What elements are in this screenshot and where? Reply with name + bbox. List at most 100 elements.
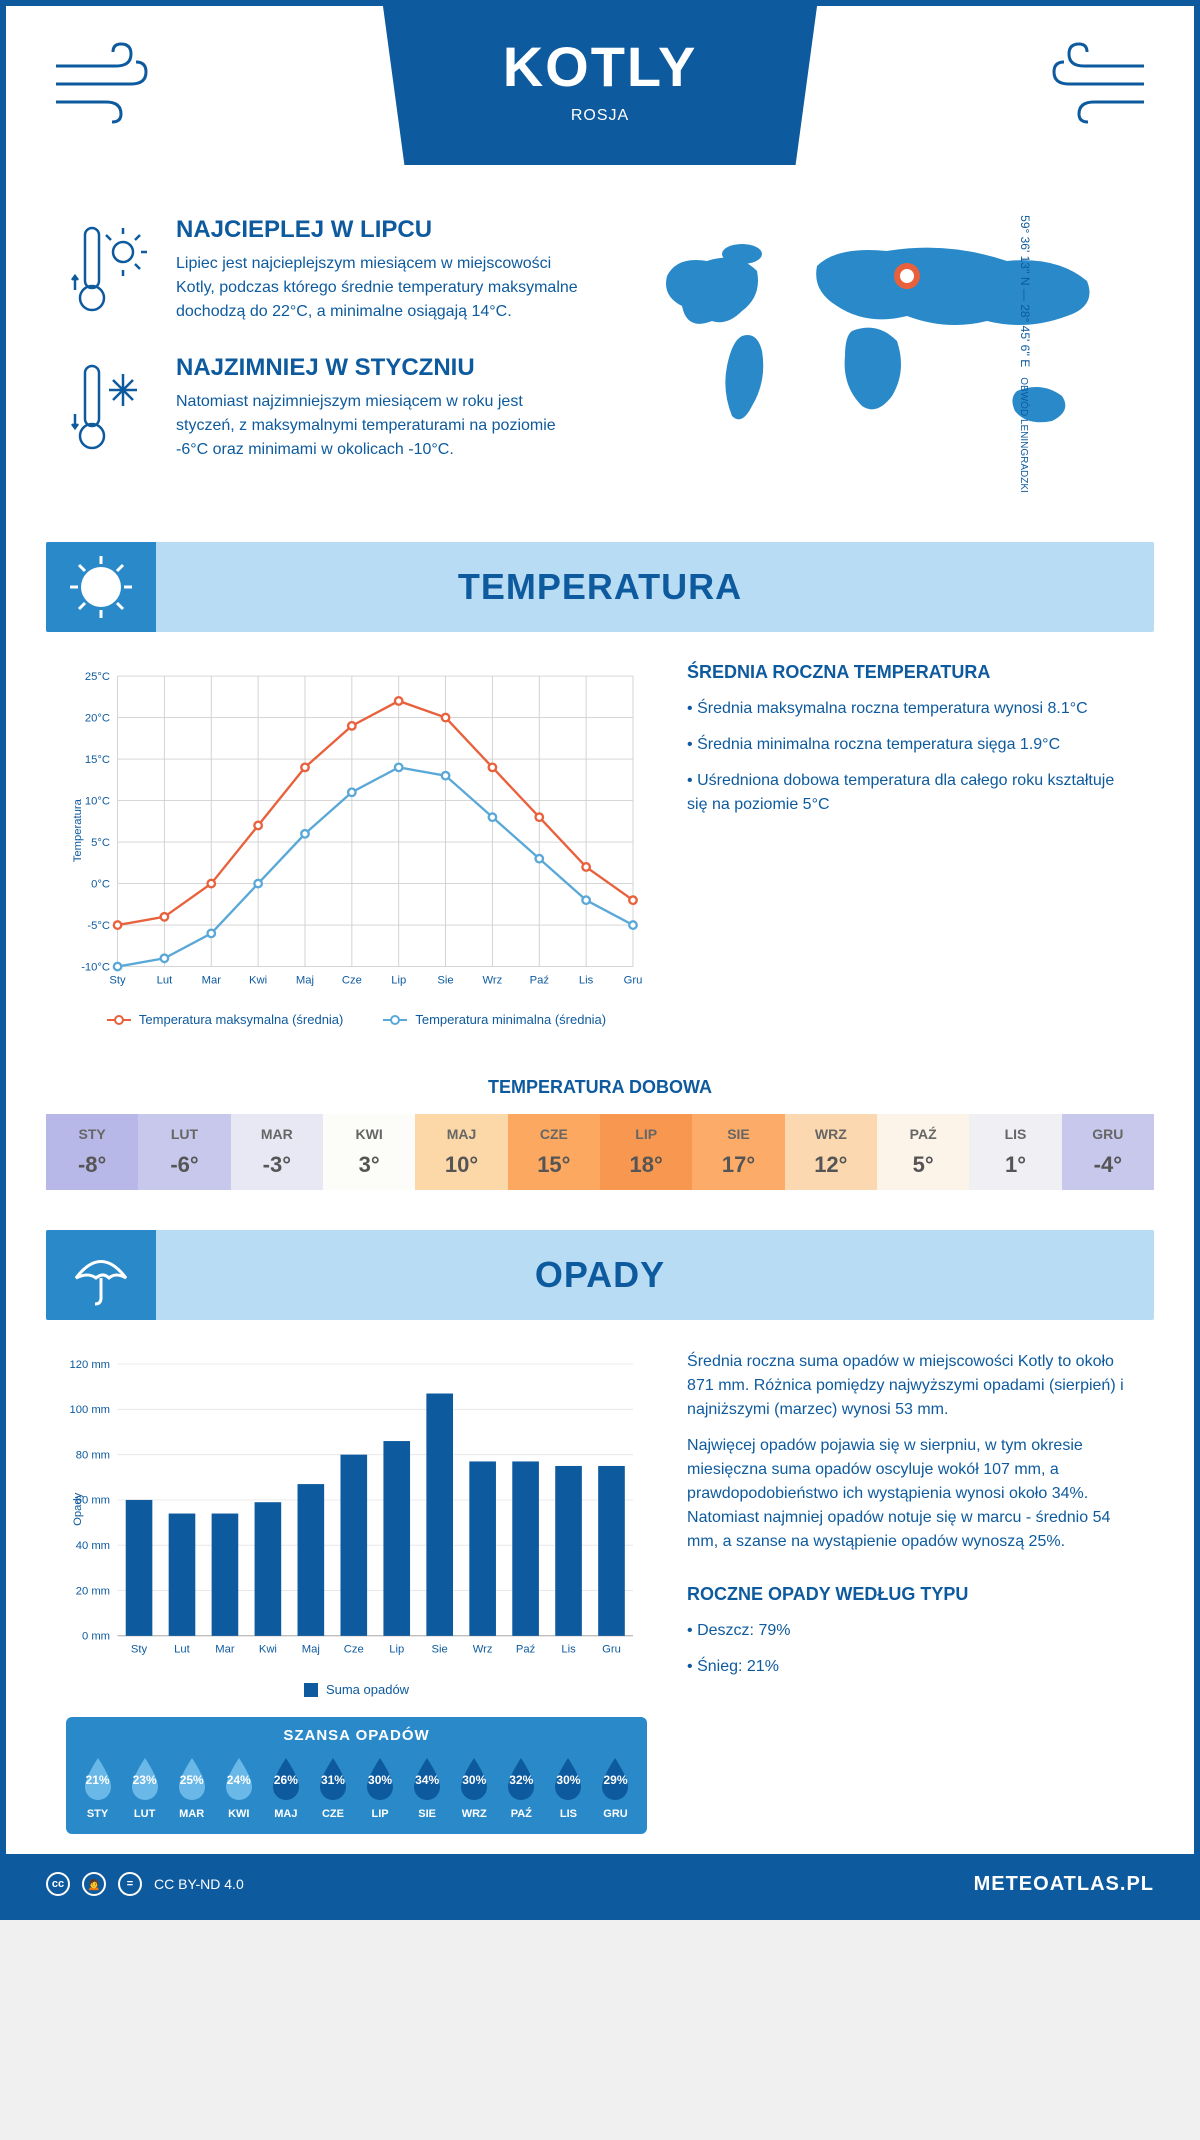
drop-cell: 26%MAJ [264,1754,307,1820]
svg-text:Mar: Mar [215,1644,235,1656]
daily-cell: KWI3° [323,1114,415,1190]
drop-cell: 24%KWI [217,1754,260,1820]
svg-text:Paź: Paź [530,974,550,986]
temp-summary-title: ŚREDNIA ROCZNA TEMPERATURA [687,662,1134,683]
svg-text:Lut: Lut [174,1644,190,1656]
svg-text:Lis: Lis [561,1644,576,1656]
daily-cell: GRU-4° [1062,1114,1154,1190]
temperature-banner: TEMPERATURA [46,542,1154,632]
daily-cell: CZE15° [508,1114,600,1190]
daily-cell: WRZ12° [785,1114,877,1190]
svg-text:100 mm: 100 mm [69,1404,110,1416]
svg-text:Sty: Sty [131,1644,148,1656]
sun-icon [46,542,156,632]
cc-icon: cc [46,1872,70,1896]
temp-bullet: • Średnia maksymalna roczna temperatura … [687,697,1134,721]
coldest-block: NAJZIMNIEJ W STYCZNIU Natomiast najzimni… [66,354,580,462]
thermometer-snow-icon [66,354,156,462]
coordinates: 59° 36' 13'' N — 28° 45' 6'' E OBWÓD LEN… [1018,215,1032,493]
drop-cell: 23%LUT [123,1754,166,1820]
daily-cell: STY-8° [46,1114,138,1190]
world-map-icon [620,216,1134,456]
drop-cell: 31%CZE [311,1754,354,1820]
coldest-text: NAJZIMNIEJ W STYCZNIU Natomiast najzimni… [176,354,580,462]
svg-text:Wrz: Wrz [483,974,503,986]
title-ribbon: KOTLY ROSJA [383,4,818,165]
daily-cell: MAR-3° [231,1114,323,1190]
svg-text:Gru: Gru [602,1644,621,1656]
drop-cell: 32%PAŹ [500,1754,543,1820]
svg-text:Maj: Maj [302,1644,320,1656]
country-name: ROSJA [503,107,698,125]
daily-cell: LIS1° [969,1114,1061,1190]
drop-cell: 25%MAR [170,1754,213,1820]
precip-legend-label: Suma opadów [326,1682,409,1697]
svg-text:-5°C: -5°C [87,920,110,932]
precip-row: 0 mm20 mm40 mm60 mm80 mm100 mm120 mmStyL… [6,1350,1194,1854]
footer: cc 🙍 = CC BY-ND 4.0 METEOATLAS.PL [6,1854,1194,1914]
section-title: TEMPERATURA [458,566,742,608]
umbrella-icon [46,1230,156,1320]
daily-temp-title: TEMPERATURA DOBOWA [6,1077,1194,1098]
location-marker-icon [897,266,917,286]
svg-text:Sty: Sty [109,974,126,986]
svg-text:Temperatura: Temperatura [72,798,84,862]
warmest-block: NAJCIEPLEJ W LIPCU Lipiec jest najcieple… [66,216,580,324]
svg-text:Wrz: Wrz [473,1644,493,1656]
svg-text:120 mm: 120 mm [69,1359,110,1371]
svg-text:0°C: 0°C [91,878,110,890]
section-title: OPADY [535,1254,665,1296]
site-name: METEOATLAS.PL [974,1873,1154,1896]
svg-text:Lip: Lip [389,1644,404,1656]
coldest-desc: Natomiast najzimniejszym miesiącem w rok… [176,390,580,462]
license-text: CC BY-ND 4.0 [154,1876,244,1892]
drop-cell: 29%GRU [594,1754,637,1820]
license-block: cc 🙍 = CC BY-ND 4.0 [46,1872,244,1896]
drop-cell: 34%SIE [406,1754,449,1820]
precip-type-title: ROCZNE OPADY WEDŁUG TYPU [687,1584,1134,1605]
drop-cell: 21%STY [76,1754,119,1820]
daily-cell: MAJ10° [415,1114,507,1190]
svg-text:-10°C: -10°C [81,961,110,973]
daily-temp-grid: STY-8°LUT-6°MAR-3°KWI3°MAJ10°CZE15°LIP18… [46,1114,1154,1190]
svg-text:Lut: Lut [157,974,173,986]
wind-icon [46,36,166,142]
precip-p2: Najwięcej opadów pojawia się w sierpniu,… [687,1434,1134,1554]
svg-text:Kwi: Kwi [249,974,267,986]
precip-p1: Średnia roczna suma opadów w miejscowośc… [687,1350,1134,1422]
daily-cell: LUT-6° [138,1114,230,1190]
precip-legend: Suma opadów [66,1682,647,1697]
temp-summary: ŚREDNIA ROCZNA TEMPERATURA • Średnia mak… [687,662,1134,1027]
nd-icon: = [118,1872,142,1896]
drop-cell: 30%WRZ [453,1754,496,1820]
warmest-text: NAJCIEPLEJ W LIPCU Lipiec jest najcieple… [176,216,580,324]
svg-text:Sie: Sie [432,1644,448,1656]
page: KOTLY ROSJA N [0,0,1200,1920]
svg-text:Lip: Lip [391,974,406,986]
rain-chance-title: SZANSA OPADÓW [66,1727,647,1744]
by-icon: 🙍 [82,1872,106,1896]
header: KOTLY ROSJA [6,6,1194,196]
drop-cell: 30%LIP [359,1754,402,1820]
svg-text:Opady: Opady [72,1493,84,1526]
precip-type-snow: • Śnieg: 21% [687,1655,1134,1679]
temperature-row: -10°C-5°C0°C5°C10°C15°C20°C25°CStyLutMar… [6,662,1194,1047]
daily-cell: PAŹ5° [877,1114,969,1190]
svg-text:Cze: Cze [344,1644,364,1656]
svg-text:25°C: 25°C [85,671,110,683]
svg-text:10°C: 10°C [85,795,110,807]
svg-text:0 mm: 0 mm [82,1631,110,1643]
svg-text:5°C: 5°C [91,837,110,849]
warmest-title: NAJCIEPLEJ W LIPCU [176,216,580,244]
drop-cell: 30%LIS [547,1754,590,1820]
rain-drops-row: 21%STY23%LUT25%MAR24%KWI26%MAJ31%CZE30%L… [66,1754,647,1820]
precip-summary: Średnia roczna suma opadów w miejscowośc… [687,1350,1134,1834]
temp-bullet: • Uśredniona dobowa temperatura dla całe… [687,769,1134,817]
wind-icon [1034,36,1154,142]
precip-chart: 0 mm20 mm40 mm60 mm80 mm100 mm120 mmStyL… [66,1350,647,1669]
svg-text:20 mm: 20 mm [76,1586,110,1598]
info-row: NAJCIEPLEJ W LIPCU Lipiec jest najcieple… [6,196,1194,532]
legend-min: Temperatura minimalna (średnia) [415,1012,606,1027]
map-block: 59° 36' 13'' N — 28° 45' 6'' E OBWÓD LEN… [620,216,1134,492]
svg-text:Gru: Gru [624,974,643,986]
